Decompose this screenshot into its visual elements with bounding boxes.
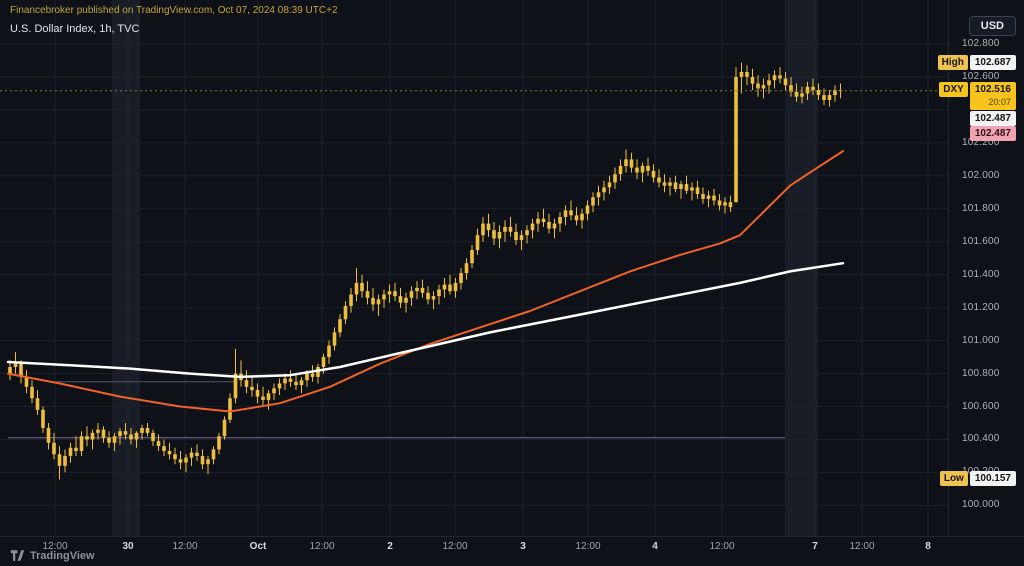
price-tick-label: 100.800	[962, 368, 1000, 379]
symbol-title: U.S. Dollar Index, 1h, TVC	[10, 23, 140, 35]
currency-toggle-button[interactable]: USD	[968, 16, 1016, 36]
price-chart[interactable]	[0, 0, 948, 536]
price-axis[interactable]: 102.800 102.600 102.200 102.000 101.800 101.6…	[948, 0, 1024, 536]
price-tick-label: 101.000	[962, 335, 1000, 346]
high-price-label: High 102.687	[937, 55, 1016, 70]
time-tick-label: 8	[925, 541, 931, 552]
high-value: 102.687	[969, 55, 1016, 70]
candlesticks	[8, 62, 843, 480]
price-tick-label: 100.000	[962, 499, 1000, 510]
price-tick-label: 102.800	[962, 38, 1000, 49]
time-tick-label: 12:00	[42, 541, 68, 552]
tradingview-logo-icon	[10, 550, 25, 561]
current-price-value: 102.516	[974, 84, 1011, 95]
price-tick-label: 100.600	[962, 401, 1000, 412]
current-value-box: 102.516 20:07	[969, 82, 1016, 110]
time-tick-label: 7	[812, 541, 818, 552]
bar-countdown: 20:07	[988, 96, 1011, 107]
time-tick-label: 12:00	[849, 541, 875, 552]
low-value: 100.157	[969, 471, 1016, 486]
time-tick-label: 12:00	[172, 541, 198, 552]
time-tick-label: 30	[122, 541, 134, 552]
current-price-label: DXY 102.516 20:07	[939, 82, 1016, 110]
tradingview-logo-text: TradingView	[30, 549, 95, 562]
ma-white	[6, 261, 845, 379]
chart-header: Financebroker published on TradingView.c…	[10, 5, 338, 35]
price-tick-label: 100.400	[962, 433, 1000, 444]
tradingview-logo[interactable]: TradingView	[10, 548, 95, 563]
time-tick-label: 12:00	[575, 541, 601, 552]
high-tag: High	[937, 55, 968, 70]
time-tick-label: 2	[387, 541, 393, 552]
low-price-label: Low 100.157	[939, 471, 1016, 486]
low-tag: Low	[939, 471, 968, 486]
grid-lines	[0, 0, 948, 536]
price-tick-label: 101.200	[962, 302, 1000, 313]
price-tick-label: 102.600	[962, 71, 1000, 82]
time-tick-label: 12:00	[442, 541, 468, 552]
price-tick-label: 101.800	[962, 203, 1000, 214]
time-tick-label: 12:00	[309, 541, 335, 552]
time-tick-label: 3	[520, 541, 526, 552]
alert-price-label: 102.487	[969, 126, 1016, 141]
price-tick-label: 102.200	[962, 137, 1000, 148]
time-tick-label: Oct	[249, 541, 267, 552]
ema-orange	[7, 150, 844, 413]
secondary-price-label: 102.487	[969, 111, 1016, 126]
price-tick-label: 101.400	[962, 269, 1000, 280]
published-line: Financebroker published on TradingView.c…	[10, 5, 338, 16]
price-tick-label: 101.600	[962, 236, 1000, 247]
time-tick-label: 4	[652, 541, 658, 552]
time-axis[interactable]: 12:00 30 12:00 Oct 12:00 2 12:00 3 12:00 4 12:00 7 1…	[0, 536, 1024, 566]
symbol-tag: DXY	[939, 82, 968, 97]
time-tick-label: 12:00	[709, 541, 735, 552]
price-tick-label: 102.000	[962, 170, 1000, 181]
